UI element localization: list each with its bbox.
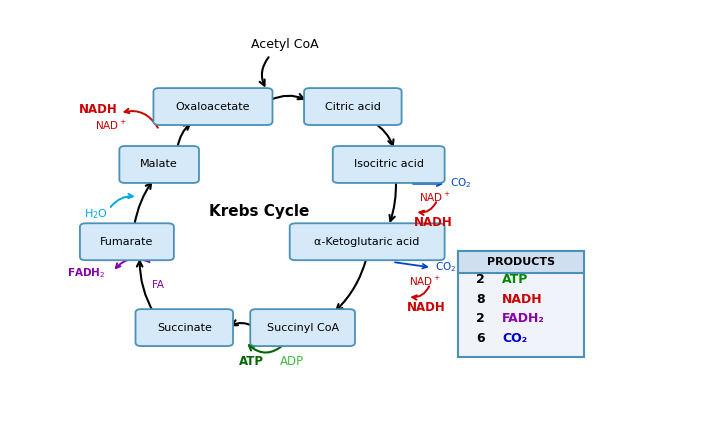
Text: PRODUCTS: PRODUCTS [487, 257, 555, 267]
Text: NADH: NADH [414, 216, 453, 229]
Text: ADP: ADP [280, 355, 304, 368]
Text: NAD$^+$: NAD$^+$ [409, 275, 441, 288]
Text: Isocitric acid: Isocitric acid [354, 159, 423, 169]
Text: Acetyl CoA: Acetyl CoA [251, 38, 318, 51]
Text: Succinyl CoA: Succinyl CoA [266, 323, 338, 333]
Text: CO₂: CO₂ [502, 332, 527, 345]
Text: CO$_2$: CO$_2$ [436, 260, 456, 274]
Text: ATP: ATP [502, 273, 528, 286]
Text: NADH: NADH [502, 292, 543, 306]
Text: CO$_2$: CO$_2$ [450, 177, 471, 190]
FancyBboxPatch shape [333, 146, 445, 183]
Text: FADH₂: FADH₂ [502, 312, 545, 325]
FancyBboxPatch shape [458, 251, 585, 273]
Text: 6: 6 [476, 332, 485, 345]
Text: 8: 8 [476, 292, 485, 306]
Text: Citric acid: Citric acid [325, 102, 381, 111]
Text: Oxaloacetate: Oxaloacetate [176, 102, 251, 111]
FancyBboxPatch shape [458, 251, 585, 357]
Text: 2: 2 [476, 273, 485, 286]
Text: Malate: Malate [140, 159, 178, 169]
FancyBboxPatch shape [135, 309, 233, 346]
Text: ATP: ATP [238, 355, 264, 368]
Text: α-Ketoglutaric acid: α-Ketoglutaric acid [315, 237, 420, 247]
FancyBboxPatch shape [153, 88, 272, 125]
Text: 2: 2 [476, 312, 485, 325]
Text: NADH: NADH [78, 103, 117, 116]
FancyBboxPatch shape [120, 146, 199, 183]
Text: Krebs Cycle: Krebs Cycle [210, 204, 310, 219]
Text: Succinate: Succinate [157, 323, 212, 333]
Text: NADH: NADH [407, 301, 446, 314]
FancyBboxPatch shape [251, 309, 355, 346]
Text: FA: FA [152, 280, 163, 290]
Text: NAD$^+$: NAD$^+$ [419, 191, 451, 204]
Text: NAD$^+$: NAD$^+$ [94, 119, 126, 133]
FancyBboxPatch shape [304, 88, 402, 125]
Text: FADH$_2$: FADH$_2$ [67, 266, 105, 280]
FancyBboxPatch shape [289, 223, 445, 260]
Text: H$_2$O: H$_2$O [84, 207, 108, 221]
FancyBboxPatch shape [80, 223, 174, 260]
Text: Fumarate: Fumarate [100, 237, 153, 247]
